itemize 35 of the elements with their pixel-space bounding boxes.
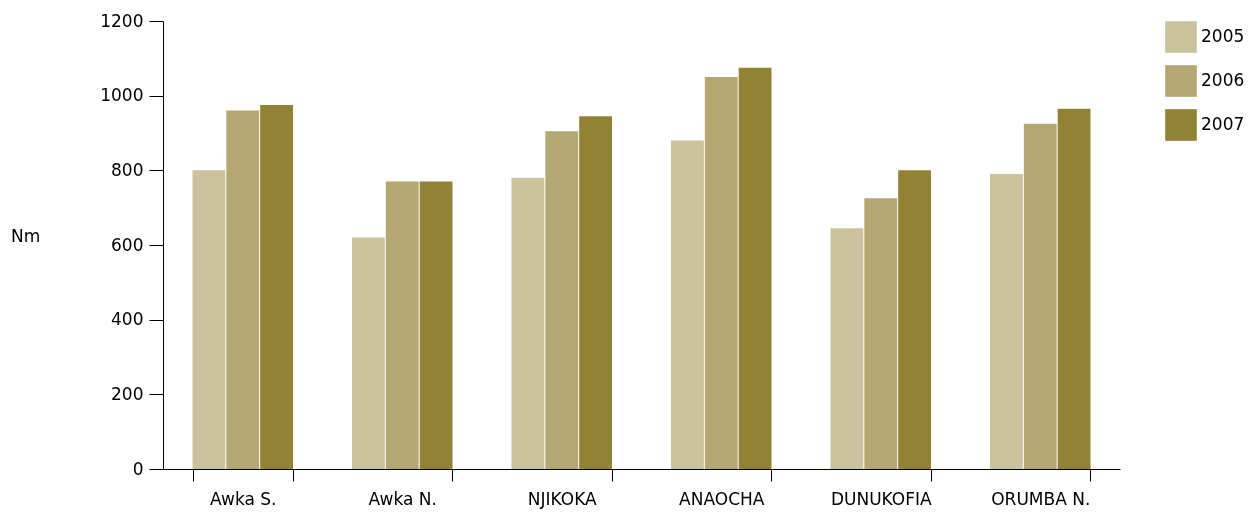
bar [579,116,612,469]
bar [511,177,545,469]
bar [738,67,772,469]
y-axis-title: Nm [10,225,41,246]
y-tick-label: 1000 [100,85,144,106]
bar [990,174,1023,469]
y-tick-label: 200 [111,383,144,404]
bar [830,228,864,469]
legend-label: 2006 [1201,70,1245,90]
bar [704,77,738,469]
x-tick-label: DUNUKOFIA [830,488,932,509]
x-tick-label: ANAOCHA [679,488,765,509]
bar [898,170,931,469]
y-tick-label: 800 [111,159,144,180]
y-tick-label: 0 [132,458,144,479]
x-tick-label: NJIKOKA [527,488,598,509]
bar [864,198,898,469]
y-tick-label: 600 [111,234,144,255]
y-tick-label: 1200 [100,10,144,31]
bar [1057,108,1091,469]
y-tick-label: 400 [111,309,144,330]
legend-label: 2007 [1201,114,1245,134]
x-tick-label: ORUMBA N. [991,488,1091,509]
bar [352,237,385,469]
bar [192,170,226,469]
bar [545,131,579,469]
bar [260,105,293,469]
x-tick-label: Awka N. [368,488,437,509]
bar [1023,123,1057,469]
bar [226,110,260,469]
bar [419,181,453,469]
x-tick-label: Awka S. [210,488,277,509]
bar [671,140,704,469]
bar [385,181,419,469]
legend-label: 2005 [1201,26,1245,46]
